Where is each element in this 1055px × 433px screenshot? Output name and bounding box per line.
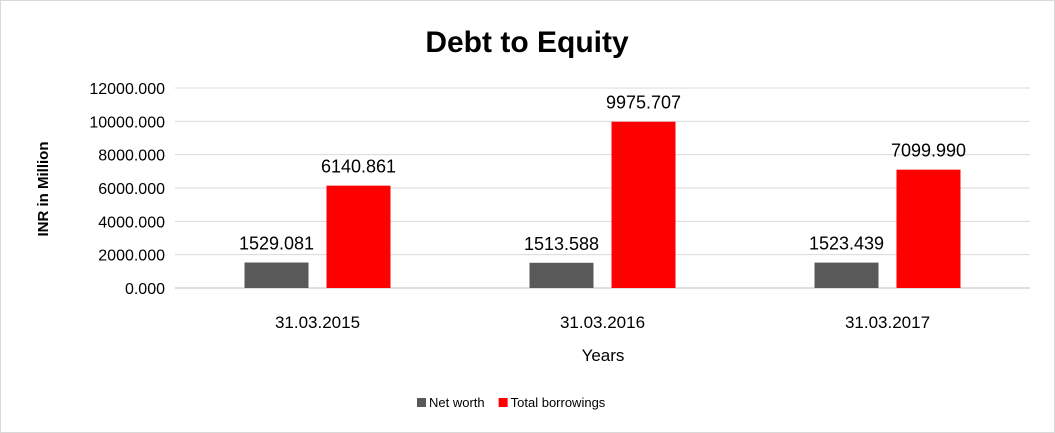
chart-title: Debt to Equity	[425, 26, 629, 59]
bar-net-worth	[814, 262, 879, 288]
bar-total-borrowings	[611, 121, 676, 288]
data-label: 1513.588	[524, 234, 599, 254]
grid-lines	[175, 87, 1030, 289]
bar-total-borrowings	[896, 169, 961, 288]
data-labels: 1529.081 6140.861 1513.588 9975.707 1523.439…	[239, 93, 966, 254]
legend-swatch	[417, 398, 426, 407]
y-tick-label: 4000.000	[98, 214, 165, 231]
y-tick-label: 2000.000	[98, 248, 165, 265]
data-label: 9975.707	[606, 93, 681, 113]
y-tick-label: 12000.000	[89, 81, 165, 98]
data-label: 6140.861	[321, 157, 396, 177]
y-tick-labels: 0.000 2000.000 4000.000 6000.000 8000.000 100…	[89, 81, 165, 298]
legend: Net worth Total borrowings	[417, 395, 606, 410]
x-category-label: 31.03.2017	[845, 313, 930, 332]
bar-net-worth	[244, 262, 309, 288]
legend-label: Net worth	[429, 395, 485, 410]
bar-total-borrowings	[326, 185, 391, 288]
y-tick-label: 0.000	[125, 281, 165, 298]
x-axis-title: Years	[582, 346, 625, 365]
legend-swatch	[498, 398, 508, 407]
x-category-labels: 31.03.2015 31.03.2016 31.03.2017	[275, 313, 930, 332]
bars	[244, 121, 961, 288]
data-label: 1523.439	[809, 234, 884, 254]
y-axis-title: INR in Million	[35, 142, 52, 237]
bar-net-worth	[529, 262, 594, 288]
x-category-label: 31.03.2015	[275, 313, 360, 332]
y-tick-label: 8000.000	[98, 148, 165, 165]
data-label: 7099.990	[891, 141, 966, 161]
y-tick-label: 6000.000	[98, 181, 165, 198]
x-category-label: 31.03.2016	[560, 313, 645, 332]
y-tick-label: 10000.000	[89, 114, 165, 131]
data-label: 1529.081	[239, 234, 314, 254]
legend-label: Total borrowings	[511, 395, 606, 410]
